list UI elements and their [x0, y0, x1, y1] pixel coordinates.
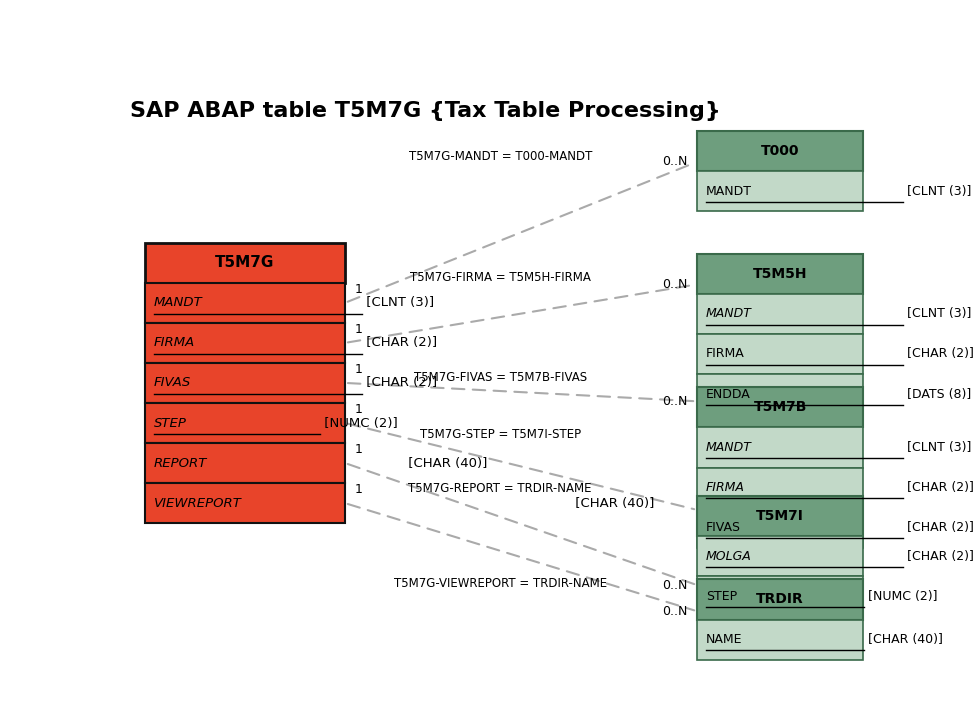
Text: [CHAR (2)]: [CHAR (2)]: [904, 348, 974, 361]
Text: FIRMA: FIRMA: [154, 336, 195, 349]
FancyBboxPatch shape: [697, 536, 863, 576]
FancyBboxPatch shape: [697, 468, 863, 508]
Text: [CLNT (3)]: [CLNT (3)]: [904, 307, 972, 320]
FancyBboxPatch shape: [697, 579, 863, 620]
Text: STEP: STEP: [706, 590, 737, 603]
Text: 1: 1: [354, 283, 362, 296]
Text: FIVAS: FIVAS: [706, 521, 741, 534]
Text: [NUMC (2)]: [NUMC (2)]: [320, 416, 398, 429]
Text: MANDT: MANDT: [706, 185, 752, 198]
Text: MOLGA: MOLGA: [706, 549, 752, 562]
FancyBboxPatch shape: [144, 403, 346, 443]
FancyBboxPatch shape: [697, 334, 863, 374]
Text: 0..N: 0..N: [663, 278, 688, 291]
Text: ENDDA: ENDDA: [706, 388, 751, 401]
Text: T5M7G-VIEWREPORT = TRDIR-NAME: T5M7G-VIEWREPORT = TRDIR-NAME: [393, 577, 607, 590]
Text: T5M7I: T5M7I: [756, 509, 804, 523]
Text: T5M7G: T5M7G: [216, 255, 274, 270]
Text: 1: 1: [354, 363, 362, 376]
Text: [CLNT (3)]: [CLNT (3)]: [904, 185, 972, 198]
Text: [CHAR (2)]: [CHAR (2)]: [362, 377, 437, 390]
Text: 0..N: 0..N: [663, 578, 688, 591]
FancyBboxPatch shape: [697, 254, 863, 294]
Text: T5M7G-STEP = T5M7I-STEP: T5M7G-STEP = T5M7I-STEP: [420, 428, 581, 441]
Text: MANDT: MANDT: [706, 307, 752, 320]
FancyBboxPatch shape: [697, 576, 863, 616]
FancyBboxPatch shape: [697, 171, 863, 211]
Text: MANDT: MANDT: [154, 296, 202, 309]
Text: NAME: NAME: [706, 633, 743, 646]
Text: T5M7B: T5M7B: [753, 401, 807, 414]
Text: MANDT: MANDT: [706, 441, 752, 454]
FancyBboxPatch shape: [144, 483, 346, 523]
Text: VIEWREPORT: VIEWREPORT: [154, 497, 242, 510]
Text: FIRMA: FIRMA: [706, 348, 745, 361]
FancyBboxPatch shape: [697, 427, 863, 468]
FancyBboxPatch shape: [697, 496, 863, 536]
FancyBboxPatch shape: [697, 294, 863, 334]
Text: [NUMC (2)]: [NUMC (2)]: [864, 590, 937, 603]
FancyBboxPatch shape: [697, 374, 863, 414]
FancyBboxPatch shape: [144, 443, 346, 483]
Text: 1: 1: [354, 484, 362, 497]
Text: T5M7G-FIVAS = T5M7B-FIVAS: T5M7G-FIVAS = T5M7B-FIVAS: [414, 371, 587, 384]
Text: FIVAS: FIVAS: [154, 377, 191, 390]
Text: [CHAR (40)]: [CHAR (40)]: [864, 633, 943, 646]
Text: T5M7G-MANDT = T000-MANDT: T5M7G-MANDT = T000-MANDT: [409, 150, 591, 163]
Text: [CHAR (2)]: [CHAR (2)]: [362, 336, 437, 349]
Text: T5M7G-REPORT = TRDIR-NAME: T5M7G-REPORT = TRDIR-NAME: [408, 482, 592, 495]
FancyBboxPatch shape: [697, 388, 863, 427]
Text: T000: T000: [761, 145, 799, 158]
Text: T5M5H: T5M5H: [752, 267, 807, 281]
Text: [CHAR (40)]: [CHAR (40)]: [404, 457, 487, 470]
Text: [CHAR (2)]: [CHAR (2)]: [904, 481, 974, 494]
FancyBboxPatch shape: [144, 283, 346, 322]
Text: [CHAR (2)]: [CHAR (2)]: [904, 521, 974, 534]
Text: T5M7G-FIRMA = T5M5H-FIRMA: T5M7G-FIRMA = T5M5H-FIRMA: [410, 270, 590, 283]
Text: 0..N: 0..N: [663, 155, 688, 168]
Text: 1: 1: [354, 323, 362, 336]
Text: 1: 1: [354, 443, 362, 456]
Text: [DATS (8)]: [DATS (8)]: [904, 388, 972, 401]
FancyBboxPatch shape: [697, 620, 863, 659]
Text: REPORT: REPORT: [154, 457, 207, 470]
Text: 0..N: 0..N: [663, 395, 688, 408]
FancyBboxPatch shape: [697, 132, 863, 171]
Text: 0..N: 0..N: [663, 604, 688, 617]
Text: [CLNT (3)]: [CLNT (3)]: [362, 296, 434, 309]
Text: TRDIR: TRDIR: [756, 592, 804, 607]
Text: [CHAR (2)]: [CHAR (2)]: [904, 549, 974, 562]
FancyBboxPatch shape: [144, 243, 346, 283]
Text: [CLNT (3)]: [CLNT (3)]: [904, 441, 972, 454]
FancyBboxPatch shape: [697, 508, 863, 548]
Text: 1: 1: [354, 403, 362, 416]
Text: [CHAR (40)]: [CHAR (40)]: [571, 497, 654, 510]
Text: FIRMA: FIRMA: [706, 481, 745, 494]
Text: STEP: STEP: [154, 416, 186, 429]
Text: SAP ABAP table T5M7G {Tax Table Processing}: SAP ABAP table T5M7G {Tax Table Processi…: [130, 100, 720, 121]
FancyBboxPatch shape: [144, 322, 346, 363]
FancyBboxPatch shape: [144, 363, 346, 403]
